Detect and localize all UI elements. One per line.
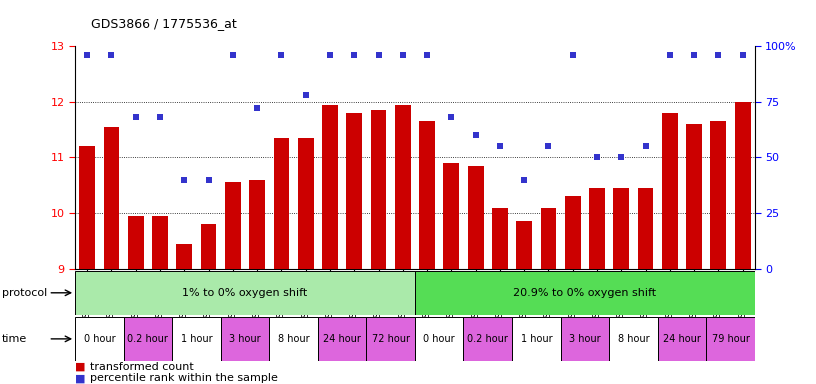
Bar: [662, 113, 678, 269]
Bar: [370, 110, 387, 269]
Text: 24 hour: 24 hour: [663, 334, 701, 344]
Bar: [75, 317, 124, 361]
Bar: [128, 216, 144, 269]
Bar: [152, 216, 168, 269]
Bar: [322, 104, 338, 269]
Bar: [104, 127, 119, 269]
Text: 1 hour: 1 hour: [521, 334, 552, 344]
Point: [542, 143, 555, 149]
Point: [469, 132, 482, 138]
Text: percentile rank within the sample: percentile rank within the sample: [90, 373, 277, 383]
Text: 72 hour: 72 hour: [371, 334, 410, 344]
Point: [251, 105, 264, 111]
Text: ■: ■: [75, 373, 86, 383]
Point: [202, 177, 215, 183]
Bar: [492, 208, 508, 269]
Bar: [443, 163, 459, 269]
Text: 0.2 hour: 0.2 hour: [468, 334, 508, 344]
Text: 24 hour: 24 hour: [323, 334, 361, 344]
Bar: [225, 182, 241, 269]
Text: 8 hour: 8 hour: [277, 334, 309, 344]
Point: [348, 52, 361, 58]
Text: transformed count: transformed count: [90, 362, 193, 372]
Bar: [415, 317, 463, 361]
Text: 3 hour: 3 hour: [229, 334, 261, 344]
Bar: [711, 121, 726, 269]
Bar: [124, 317, 172, 361]
Point: [299, 92, 313, 98]
Point: [372, 52, 385, 58]
Point: [323, 52, 336, 58]
Text: 20.9% to 0% oxygen shift: 20.9% to 0% oxygen shift: [513, 288, 656, 298]
Text: time: time: [2, 334, 27, 344]
Bar: [561, 317, 609, 361]
Point: [129, 114, 142, 121]
Text: protocol: protocol: [2, 288, 47, 298]
Point: [81, 52, 94, 58]
Point: [494, 143, 507, 149]
Bar: [517, 222, 532, 269]
Bar: [269, 317, 318, 361]
Bar: [419, 121, 435, 269]
Bar: [707, 317, 755, 361]
Point: [226, 52, 239, 58]
Bar: [346, 113, 362, 269]
Bar: [658, 317, 707, 361]
Point: [397, 52, 410, 58]
Text: 79 hour: 79 hour: [712, 334, 749, 344]
Text: 8 hour: 8 hour: [618, 334, 650, 344]
Point: [591, 154, 604, 161]
Text: 0.2 hour: 0.2 hour: [127, 334, 168, 344]
Point: [639, 143, 652, 149]
Bar: [512, 317, 561, 361]
Bar: [318, 317, 366, 361]
Bar: [463, 317, 512, 361]
Point: [178, 177, 191, 183]
Bar: [220, 317, 269, 361]
Bar: [249, 180, 265, 269]
Bar: [637, 188, 654, 269]
Bar: [415, 271, 755, 315]
Point: [614, 154, 628, 161]
Point: [712, 52, 725, 58]
Text: 0 hour: 0 hour: [83, 334, 115, 344]
Bar: [176, 244, 193, 269]
Bar: [172, 317, 220, 361]
Bar: [686, 124, 702, 269]
Point: [153, 114, 166, 121]
Text: 0 hour: 0 hour: [424, 334, 455, 344]
Point: [566, 52, 579, 58]
Bar: [614, 188, 629, 269]
Bar: [395, 104, 410, 269]
Bar: [273, 138, 290, 269]
Text: 1% to 0% oxygen shift: 1% to 0% oxygen shift: [183, 288, 308, 298]
Point: [420, 52, 433, 58]
Text: GDS3866 / 1775536_at: GDS3866 / 1775536_at: [91, 17, 237, 30]
Bar: [589, 188, 605, 269]
Text: 1 hour: 1 hour: [180, 334, 212, 344]
Bar: [201, 224, 216, 269]
Point: [663, 52, 676, 58]
Bar: [298, 138, 313, 269]
Bar: [79, 146, 95, 269]
Point: [105, 52, 118, 58]
Bar: [609, 317, 658, 361]
Bar: [75, 271, 415, 315]
Text: 3 hour: 3 hour: [569, 334, 601, 344]
Point: [688, 52, 701, 58]
Point: [736, 52, 749, 58]
Bar: [540, 208, 557, 269]
Text: ■: ■: [75, 362, 86, 372]
Point: [517, 177, 530, 183]
Bar: [468, 166, 484, 269]
Point: [275, 52, 288, 58]
Bar: [565, 196, 581, 269]
Bar: [366, 317, 415, 361]
Point: [445, 114, 458, 121]
Bar: [734, 102, 751, 269]
